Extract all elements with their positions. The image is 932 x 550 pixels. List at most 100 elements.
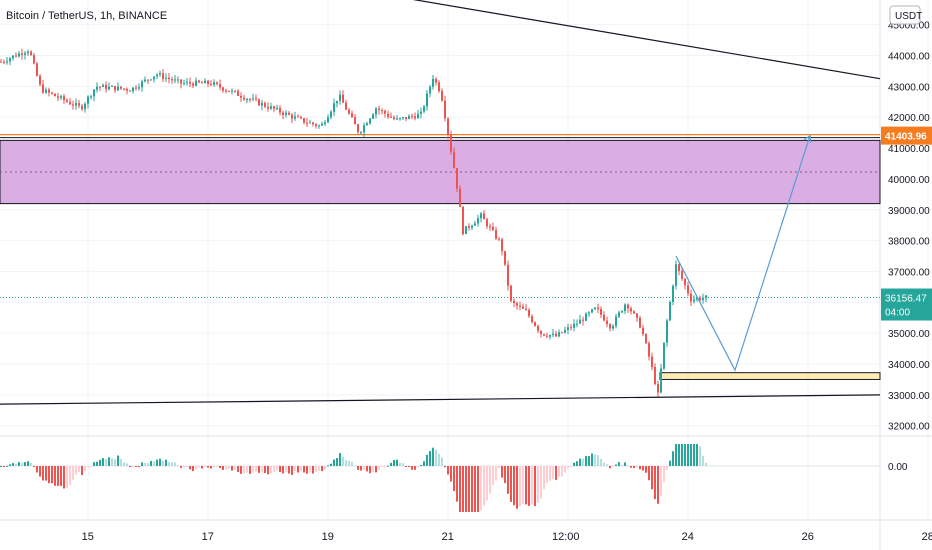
candle-body[interactable] [669, 301, 671, 321]
candle-body[interactable] [552, 333, 554, 335]
candle-body[interactable] [519, 305, 521, 307]
candle-body[interactable] [114, 85, 116, 91]
candle-body[interactable] [384, 110, 386, 114]
candle-body[interactable] [375, 108, 377, 115]
candle-body[interactable] [210, 83, 212, 85]
candle-body[interactable] [627, 304, 629, 309]
candle-body[interactable] [492, 227, 494, 231]
candle-body[interactable] [309, 122, 311, 124]
candle-body[interactable] [69, 101, 71, 105]
candle-body[interactable] [477, 218, 479, 224]
candle-body[interactable] [549, 334, 551, 337]
candle-body[interactable] [141, 81, 143, 88]
candle-body[interactable] [255, 98, 257, 100]
candle-body[interactable] [147, 79, 149, 81]
candle-body[interactable] [621, 311, 623, 313]
candle-body[interactable] [540, 330, 542, 335]
candle-body[interactable] [702, 298, 704, 301]
candle-body[interactable] [666, 320, 668, 343]
candle-body[interactable] [150, 79, 152, 81]
candle-body[interactable] [318, 125, 320, 127]
candle-body[interactable] [426, 93, 428, 107]
candle-body[interactable] [294, 116, 296, 119]
candle-body[interactable] [213, 82, 215, 85]
candle-body[interactable] [420, 111, 422, 114]
candle-body[interactable] [3, 61, 5, 63]
candle-body[interactable] [456, 168, 458, 189]
candle-body[interactable] [588, 312, 590, 314]
candle-body[interactable] [606, 320, 608, 325]
candle-body[interactable] [267, 106, 269, 109]
candle-body[interactable] [468, 226, 470, 228]
candle-body[interactable] [522, 306, 524, 309]
candle-body[interactable] [6, 61, 8, 63]
candle-body[interactable] [186, 81, 188, 83]
candle-body[interactable] [249, 98, 251, 100]
candle-body[interactable] [660, 368, 662, 393]
candle-body[interactable] [144, 79, 146, 82]
candle-body[interactable] [228, 90, 230, 92]
candle-body[interactable] [222, 87, 224, 91]
candle-body[interactable] [483, 213, 485, 220]
candle-body[interactable] [639, 317, 641, 328]
candle-body[interactable] [237, 90, 239, 96]
candle-body[interactable] [474, 223, 476, 226]
candle-body[interactable] [21, 53, 23, 55]
candle-body[interactable] [411, 115, 413, 117]
candle-body[interactable] [48, 89, 50, 93]
candle-body[interactable] [30, 51, 32, 56]
candle-body[interactable] [390, 116, 392, 118]
candle-body[interactable] [609, 324, 611, 329]
candle-body[interactable] [450, 134, 452, 152]
candle-body[interactable] [327, 117, 329, 123]
candle-body[interactable] [585, 313, 587, 321]
candle-body[interactable] [57, 96, 59, 98]
candle-body[interactable] [108, 86, 110, 90]
candle-body[interactable] [561, 332, 563, 334]
candle-body[interactable] [96, 86, 98, 90]
candle-body[interactable] [657, 383, 659, 393]
candle-body[interactable] [363, 125, 365, 133]
candle-body[interactable] [681, 271, 683, 279]
candle-body[interactable] [33, 55, 35, 64]
candle-body[interactable] [240, 95, 242, 98]
lower-trendline[interactable] [0, 394, 881, 405]
candle-body[interactable] [453, 151, 455, 169]
candle-body[interactable] [507, 264, 509, 286]
candle-body[interactable] [300, 117, 302, 119]
candle-body[interactable] [423, 106, 425, 112]
candle-body[interactable] [87, 96, 89, 104]
candle-body[interactable] [243, 97, 245, 100]
candle-body[interactable] [345, 102, 347, 110]
candle-body[interactable] [573, 323, 575, 328]
candle-body[interactable] [177, 79, 179, 81]
candle-body[interactable] [633, 311, 635, 314]
candle-body[interactable] [396, 118, 398, 120]
candle-body[interactable] [603, 314, 605, 321]
candle-body[interactable] [102, 84, 104, 87]
candle-body[interactable] [582, 319, 584, 321]
candle-body[interactable] [252, 98, 254, 100]
candle-body[interactable] [432, 78, 434, 87]
candle-body[interactable] [687, 285, 689, 294]
candle-body[interactable] [27, 51, 29, 54]
candle-body[interactable] [414, 116, 416, 119]
candle-body[interactable] [528, 309, 530, 317]
candle-body[interactable] [183, 82, 185, 84]
candle-body[interactable] [189, 81, 191, 84]
candle-body[interactable] [510, 285, 512, 301]
candle-body[interactable] [321, 123, 323, 126]
candle-body[interactable] [567, 327, 569, 330]
candle-body[interactable] [279, 107, 281, 113]
candle-body[interactable] [471, 225, 473, 228]
candle-body[interactable] [216, 82, 218, 84]
candle-body[interactable] [645, 333, 647, 344]
candle-body[interactable] [354, 117, 356, 125]
candle-body[interactable] [159, 73, 161, 75]
candle-body[interactable] [576, 323, 578, 325]
candle-body[interactable] [579, 319, 581, 324]
candle-body[interactable] [642, 327, 644, 334]
candle-body[interactable] [51, 92, 53, 94]
candle-body[interactable] [15, 55, 17, 57]
